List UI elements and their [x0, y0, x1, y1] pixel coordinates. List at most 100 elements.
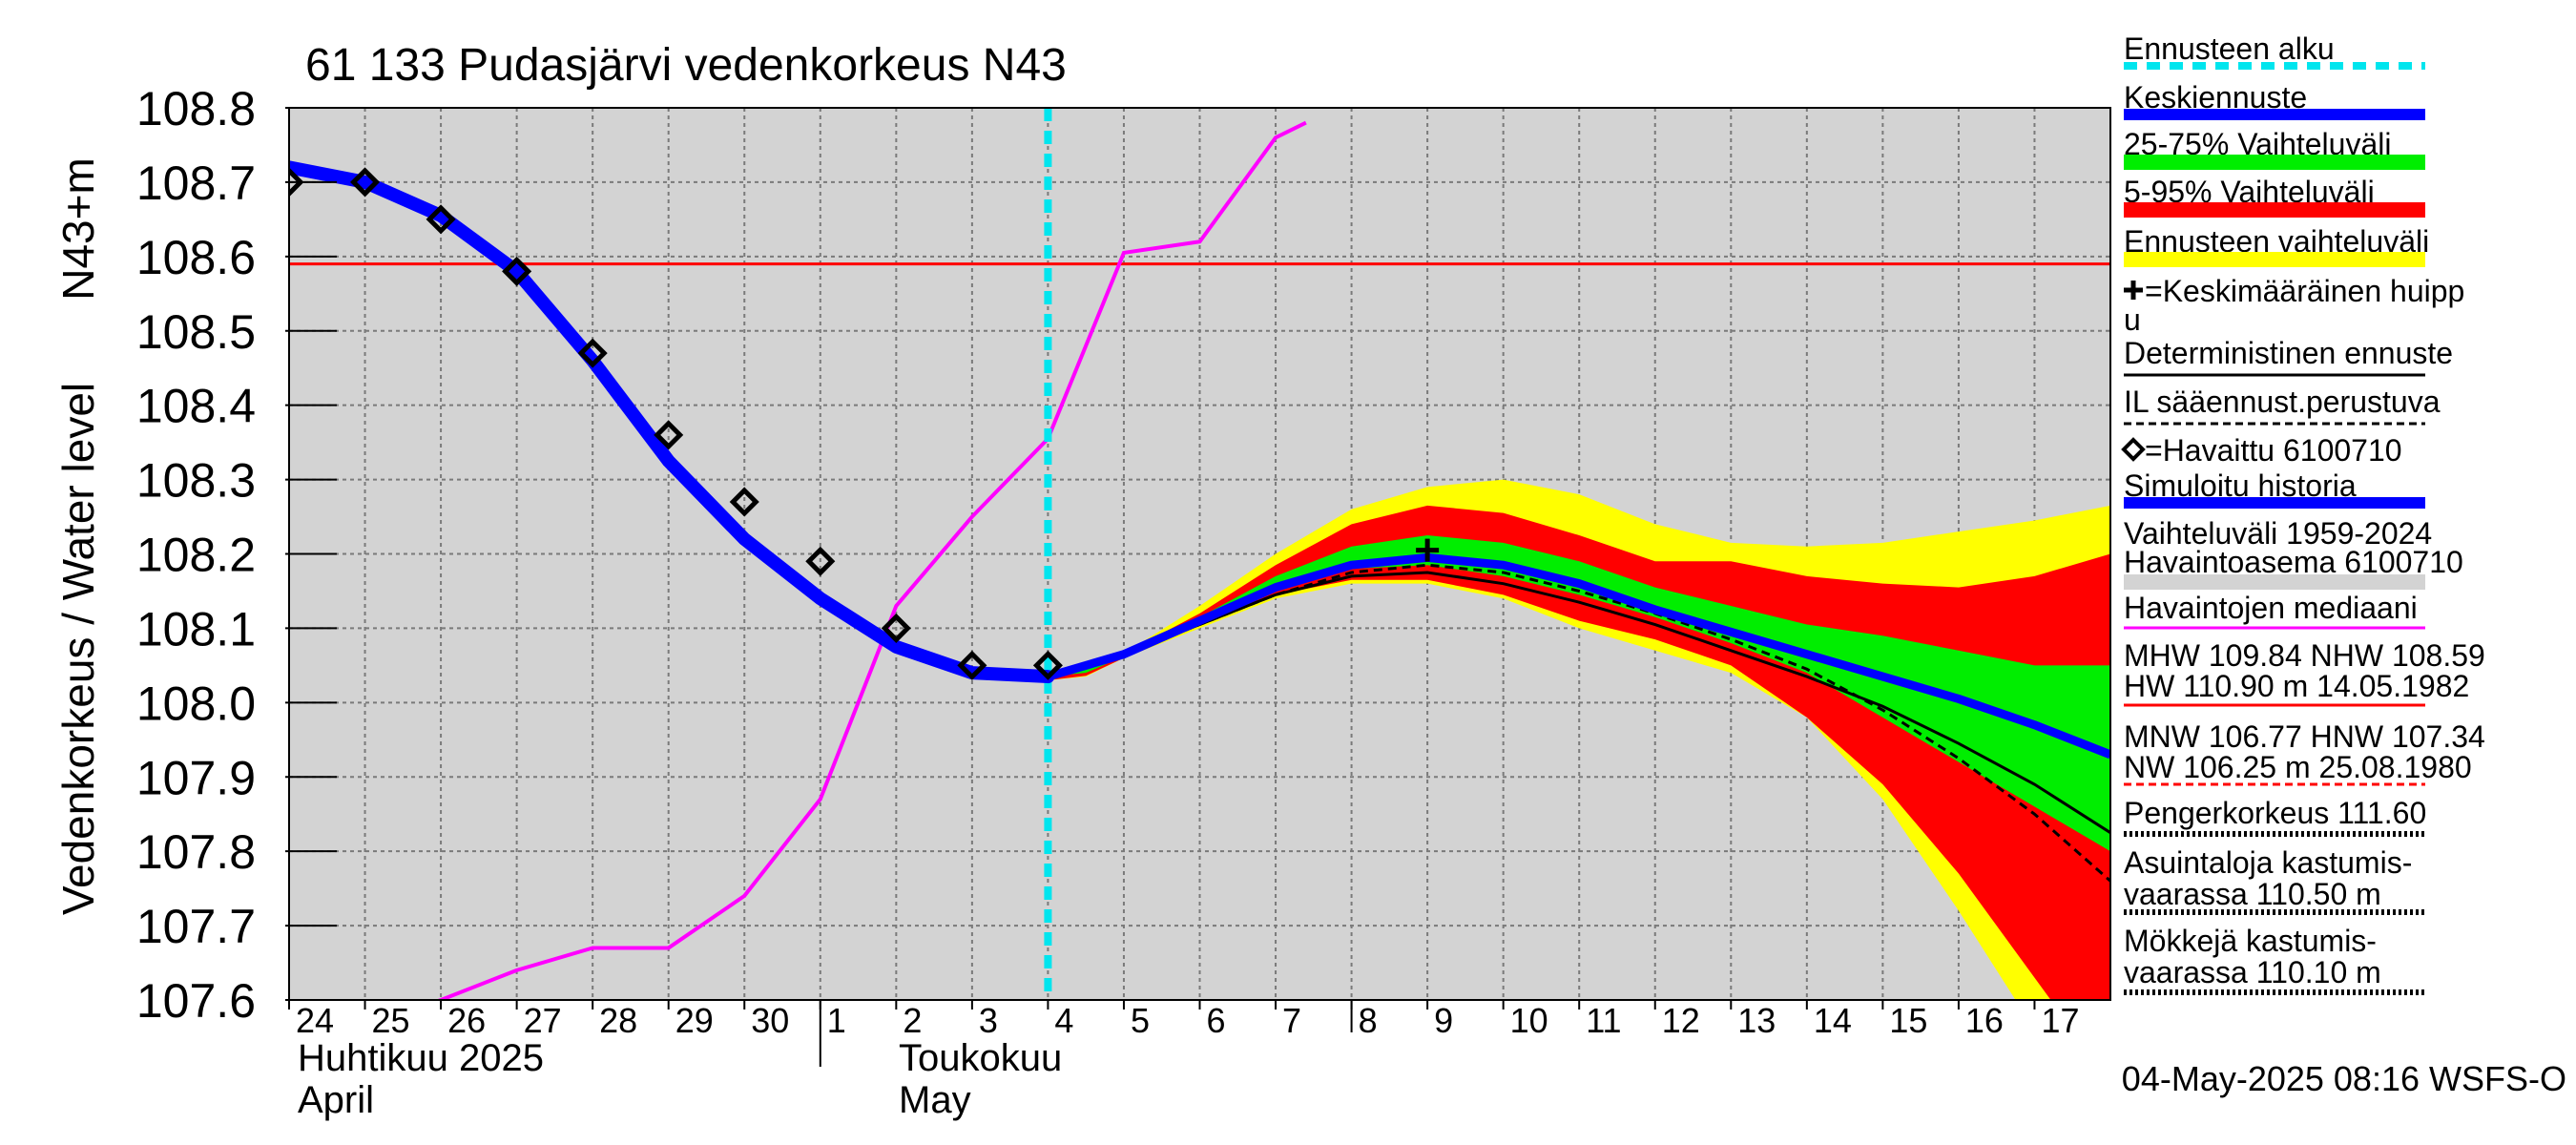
y-tick-label: 108.4: [136, 380, 256, 433]
legend-label: Deterministinen ennuste: [2124, 336, 2453, 370]
legend-swatch: [2124, 252, 2425, 267]
x-tick-label: 15: [1889, 1001, 1927, 1040]
legend-item-median: Havaintojen mediaani: [2124, 591, 2425, 630]
x-tick-label: 3: [979, 1001, 998, 1040]
band-25-75: [1048, 535, 2110, 852]
observed-point: [729, 487, 759, 517]
median-history-line: [435, 120, 1307, 1000]
legend-label-2: vaarassa 110.50 m: [2124, 877, 2381, 911]
month-label-fi: Huhtikuu 2025: [298, 1037, 544, 1079]
legend-label: IL sääennust.perustuva: [2124, 385, 2441, 419]
legend-item-band_yellow: Ennusteen vaihteluväli: [2124, 224, 2429, 267]
x-tick-label: 7: [1282, 1001, 1301, 1040]
observed-point: [654, 420, 684, 450]
observed-point: [426, 204, 456, 235]
legend-label: Mökkejä kastumis-: [2124, 924, 2377, 958]
y-tick-label: 108.8: [136, 82, 256, 135]
y-tick-label: 107.6: [136, 974, 256, 1028]
y-tick-label: 107.9: [136, 751, 256, 804]
x-tick-label: 11: [1586, 1001, 1621, 1040]
y-tick-label: 108.2: [136, 529, 256, 582]
legend-swatch: [2124, 574, 2425, 590]
legend-item-forecast_start: Ennusteen alku: [2124, 31, 2425, 70]
observed-point: [502, 256, 532, 286]
simulated-history-line: [289, 160, 1055, 684]
footer-timestamp: 04-May-2025 08:16 WSFS-O: [2122, 1059, 2566, 1098]
legend-swatch: [2124, 202, 2425, 218]
y-tick-label: 108.3: [136, 454, 256, 508]
legend-label: Asuintaloja kastumis-: [2124, 845, 2412, 880]
x-tick-label: 14: [1814, 1001, 1852, 1040]
x-tick-label: 9: [1434, 1001, 1453, 1040]
observed-point: [1032, 650, 1063, 680]
legend-item-dike: Pengerkorkeus 111.60: [2124, 796, 2426, 837]
y-axis-label-main: Vedenkorkeus / Water level: [53, 383, 103, 915]
x-tick-label: 8: [1359, 1001, 1378, 1040]
mean-forecast-line: [1047, 552, 2110, 760]
x-tick-label: 26: [447, 1001, 486, 1040]
y-tick-label: 107.8: [136, 825, 256, 879]
x-tick-label: 24: [296, 1001, 334, 1040]
y-axis-label: Vedenkorkeus / Water level N43+m: [53, 157, 103, 915]
month-label-fi: Toukokuu: [899, 1037, 1062, 1079]
legend-item-deterministic: Deterministinen ennuste: [2124, 336, 2453, 377]
y-tick-label: 108.1: [136, 602, 256, 656]
x-tick-label: 28: [599, 1001, 637, 1040]
legend-diamond: [2121, 437, 2146, 462]
legend-item-band_5_95: 5-95% Vaihteluväli: [2124, 175, 2425, 218]
legend: Ennusteen alku Keskiennuste 25-75% Vaihtel…: [2121, 31, 2485, 995]
x-tick-label: 10: [1510, 1001, 1548, 1040]
legend-label: MHW 109.84 NHW 108.59: [2124, 638, 2485, 673]
mean-peak-marker: [1416, 538, 1440, 562]
y-tick-label: 107.7: [136, 900, 256, 953]
legend-label-2: HW 110.90 m 14.05.1982: [2124, 669, 2469, 703]
x-tick-label: 13: [1737, 1001, 1776, 1040]
legend-label-2: Havaintoasema 6100710: [2124, 545, 2463, 579]
y-tick-label: 108.6: [136, 231, 256, 284]
month-label-en: April: [298, 1079, 374, 1121]
observed-point: [881, 613, 911, 643]
legend-label-2: vaarassa 110.10 m: [2124, 955, 2381, 989]
legend-item-cottages: Mökkejä kastumis-vaarassa 110.10 m: [2124, 924, 2425, 995]
legend-label: Havaintojen mediaani: [2124, 591, 2418, 625]
legend-item-il: IL sääennust.perustuva: [2124, 385, 2441, 426]
x-tick-label: 1: [827, 1001, 846, 1040]
chart-title: 61 133 Pudasjärvi vedenkorkeus N43: [305, 40, 1067, 91]
x-tick-label: 30: [751, 1001, 789, 1040]
legend-label: =Havaittu 6100710: [2145, 433, 2402, 468]
y-tick-label: 108.0: [136, 677, 256, 730]
legend-label: =Keskimääräinen huipp: [2145, 274, 2464, 308]
y-axis-label-unit: N43+m: [53, 157, 103, 301]
x-tick-label: 25: [372, 1001, 410, 1040]
observed-point: [350, 167, 381, 198]
observed-point: [805, 546, 836, 576]
x-tick-label: 16: [1965, 1001, 2004, 1040]
observed-point: [957, 650, 987, 680]
deterministic-forecast-line: [1047, 571, 2110, 834]
x-tick-label: 12: [1662, 1001, 1700, 1040]
plot-area: [289, 108, 2110, 1000]
x-tick-label: 5: [1131, 1001, 1150, 1040]
observed-point: [289, 167, 304, 198]
legend-item-houses: Asuintaloja kastumis-vaarassa 110.50 m: [2124, 845, 2425, 915]
legend-label: MNW 106.77 HNW 107.34: [2124, 719, 2485, 754]
axes: 107.6 107.7 107.8 107.9 108.0 108.1 108.2 108.3…: [136, 82, 2111, 1121]
legend-item-observed: =Havaittu 6100710: [2121, 433, 2402, 468]
month-label-en: May: [899, 1079, 971, 1121]
y-tick-label: 108.7: [136, 156, 256, 210]
x-tick-label: 6: [1207, 1001, 1226, 1040]
legend-label: Vaihteluväli 1959-2024: [2124, 516, 2432, 551]
legend-label: Pengerkorkeus 111.60: [2124, 796, 2426, 830]
legend-item-keskiennuste: Keskiennuste: [2124, 80, 2425, 120]
x-tick-label: 29: [675, 1001, 714, 1040]
band-5-95: [1048, 505, 2110, 1000]
x-tick-label: 27: [524, 1001, 562, 1040]
legend-item-band_25_75: 25-75% Vaihteluväli: [2124, 127, 2425, 170]
legend-swatch: [2124, 155, 2425, 170]
legend-label-2: u: [2124, 302, 2141, 337]
legend-label: Ennusteen alku: [2124, 31, 2335, 66]
